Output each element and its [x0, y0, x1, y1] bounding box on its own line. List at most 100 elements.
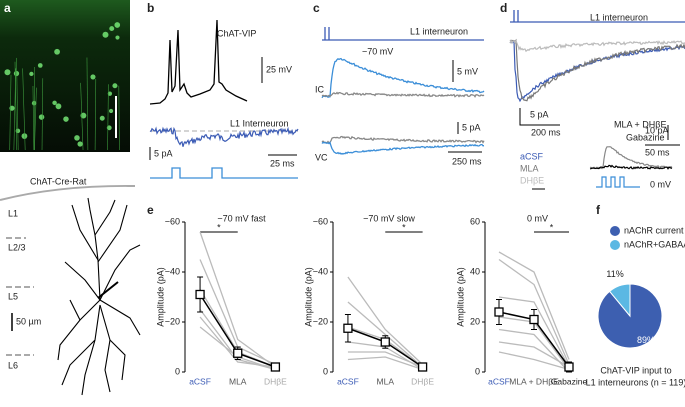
cell-line: [498, 251, 570, 360]
pie-label: 11%: [606, 269, 623, 279]
cell-body: [109, 26, 115, 32]
holding-label: −70 mV: [362, 46, 393, 56]
cell-body: [77, 141, 83, 147]
legend-label: nAChR current: [624, 225, 684, 235]
scale-label: 5 pA: [462, 122, 481, 132]
legend-label: MLA: [520, 163, 539, 173]
current-trace: [149, 126, 299, 147]
scale-label: 25 mV: [266, 64, 292, 74]
cell-body: [21, 133, 28, 139]
dendrite: [16, 57, 19, 151]
cell-line: [347, 276, 424, 365]
inset-trace-gabazine: [589, 164, 673, 170]
layer-label: L6: [8, 360, 18, 370]
x-tick-label: MLA: [377, 376, 395, 386]
cell-line: [498, 351, 570, 371]
stimulus: [510, 10, 685, 23]
inset-label: MLA + DHβE: [614, 119, 666, 129]
y-tick-label: −40: [165, 266, 180, 276]
panel-label: c: [313, 1, 320, 15]
x-tick-label: DHβE: [411, 376, 434, 386]
cell-body: [114, 22, 121, 28]
dendrite: [9, 74, 12, 151]
mean-marker: [270, 362, 281, 372]
layer-label: L1: [8, 208, 18, 218]
dendrite: [22, 68, 26, 151]
panel-label: a: [4, 1, 11, 15]
trace-acsf: [509, 40, 685, 103]
x-tick-label: aCSF: [337, 376, 359, 386]
stim-label: L1 interneuron: [590, 12, 648, 22]
layer-label: L5: [8, 291, 18, 301]
trace-label: IC: [315, 84, 325, 94]
cell-line: [498, 296, 570, 368]
cell-line: [347, 351, 423, 368]
cell-body: [63, 116, 69, 122]
x-tick-label: aCSF: [189, 376, 211, 386]
pie-slice: [608, 283, 631, 318]
mean-marker: [564, 362, 574, 372]
scale-label: 5 pA: [154, 148, 173, 158]
chart-title: 0 mV: [527, 213, 548, 223]
cell-body: [108, 108, 114, 114]
stimulus: [322, 27, 484, 41]
cell-body: [74, 135, 80, 141]
vc-trace: [321, 141, 485, 155]
x-tick-label: aCSF: [488, 376, 510, 386]
caption: ChAT-VIP input to: [600, 365, 671, 375]
scale-label: 200 ms: [531, 127, 561, 137]
neuron-morphology: [57, 197, 141, 396]
cell-body: [90, 74, 96, 80]
voltage-trace: [149, 19, 248, 105]
legend-label: aCSF: [520, 151, 544, 161]
mean-marker: [233, 348, 243, 358]
scale-label: 5 mV: [457, 66, 478, 76]
scale-label: 25 ms: [270, 158, 295, 168]
cell-body: [54, 48, 60, 55]
x-tick-label: DHβE: [264, 376, 287, 386]
y-tick-label: −60: [313, 216, 328, 226]
dendrite: [14, 61, 18, 151]
cell-line: [347, 301, 424, 368]
holding-label: 0 mV: [650, 179, 671, 189]
trace-label: L1 Interneuron: [230, 118, 289, 128]
trace-dhbe: [509, 38, 685, 53]
scale-label: 10 pA: [645, 125, 669, 135]
y-tick-label: 0: [323, 366, 328, 376]
trace-label: VC: [315, 152, 328, 162]
mean-marker: [195, 289, 205, 300]
mean-marker: [380, 337, 390, 347]
legend-marker: [610, 240, 620, 250]
y-tick-label: 0: [175, 366, 180, 376]
dendrite: [94, 78, 97, 151]
dendrite: [107, 84, 109, 151]
scale-label: 50 ms: [645, 147, 670, 157]
scale-label: 50 µm: [16, 316, 41, 326]
mean-marker: [529, 314, 539, 325]
y-tick-label: −20: [313, 316, 328, 326]
legend-label: nAChR+GABAAR: [624, 239, 685, 249]
y-axis-label: Amplitude (pA): [455, 267, 465, 327]
pie-label: 89%: [637, 335, 655, 345]
vc-trace-control: [321, 135, 485, 144]
trace-label: ChAT-VIP: [217, 28, 256, 38]
cell-body: [38, 114, 45, 120]
y-tick-label: 60: [470, 216, 480, 226]
x-tick-label: MLA + DHβE: [509, 376, 559, 386]
cell-body: [107, 91, 113, 96]
cell-body: [112, 83, 118, 89]
cell-line: [498, 258, 570, 365]
inset-label: Gabazine: [626, 132, 665, 142]
cell-body: [115, 35, 120, 40]
caption: L1 interneurons (n = 119): [586, 377, 685, 387]
mean-marker: [417, 362, 428, 372]
y-tick-label: 40: [470, 266, 480, 276]
significance-label: *: [550, 222, 554, 232]
legend-marker: [610, 226, 620, 236]
ic-trace: [321, 57, 485, 99]
y-axis-label: Amplitude (pA): [155, 267, 165, 327]
cell-line: [199, 231, 276, 368]
panel-label: b: [147, 1, 154, 15]
panel-label: d: [500, 1, 507, 15]
